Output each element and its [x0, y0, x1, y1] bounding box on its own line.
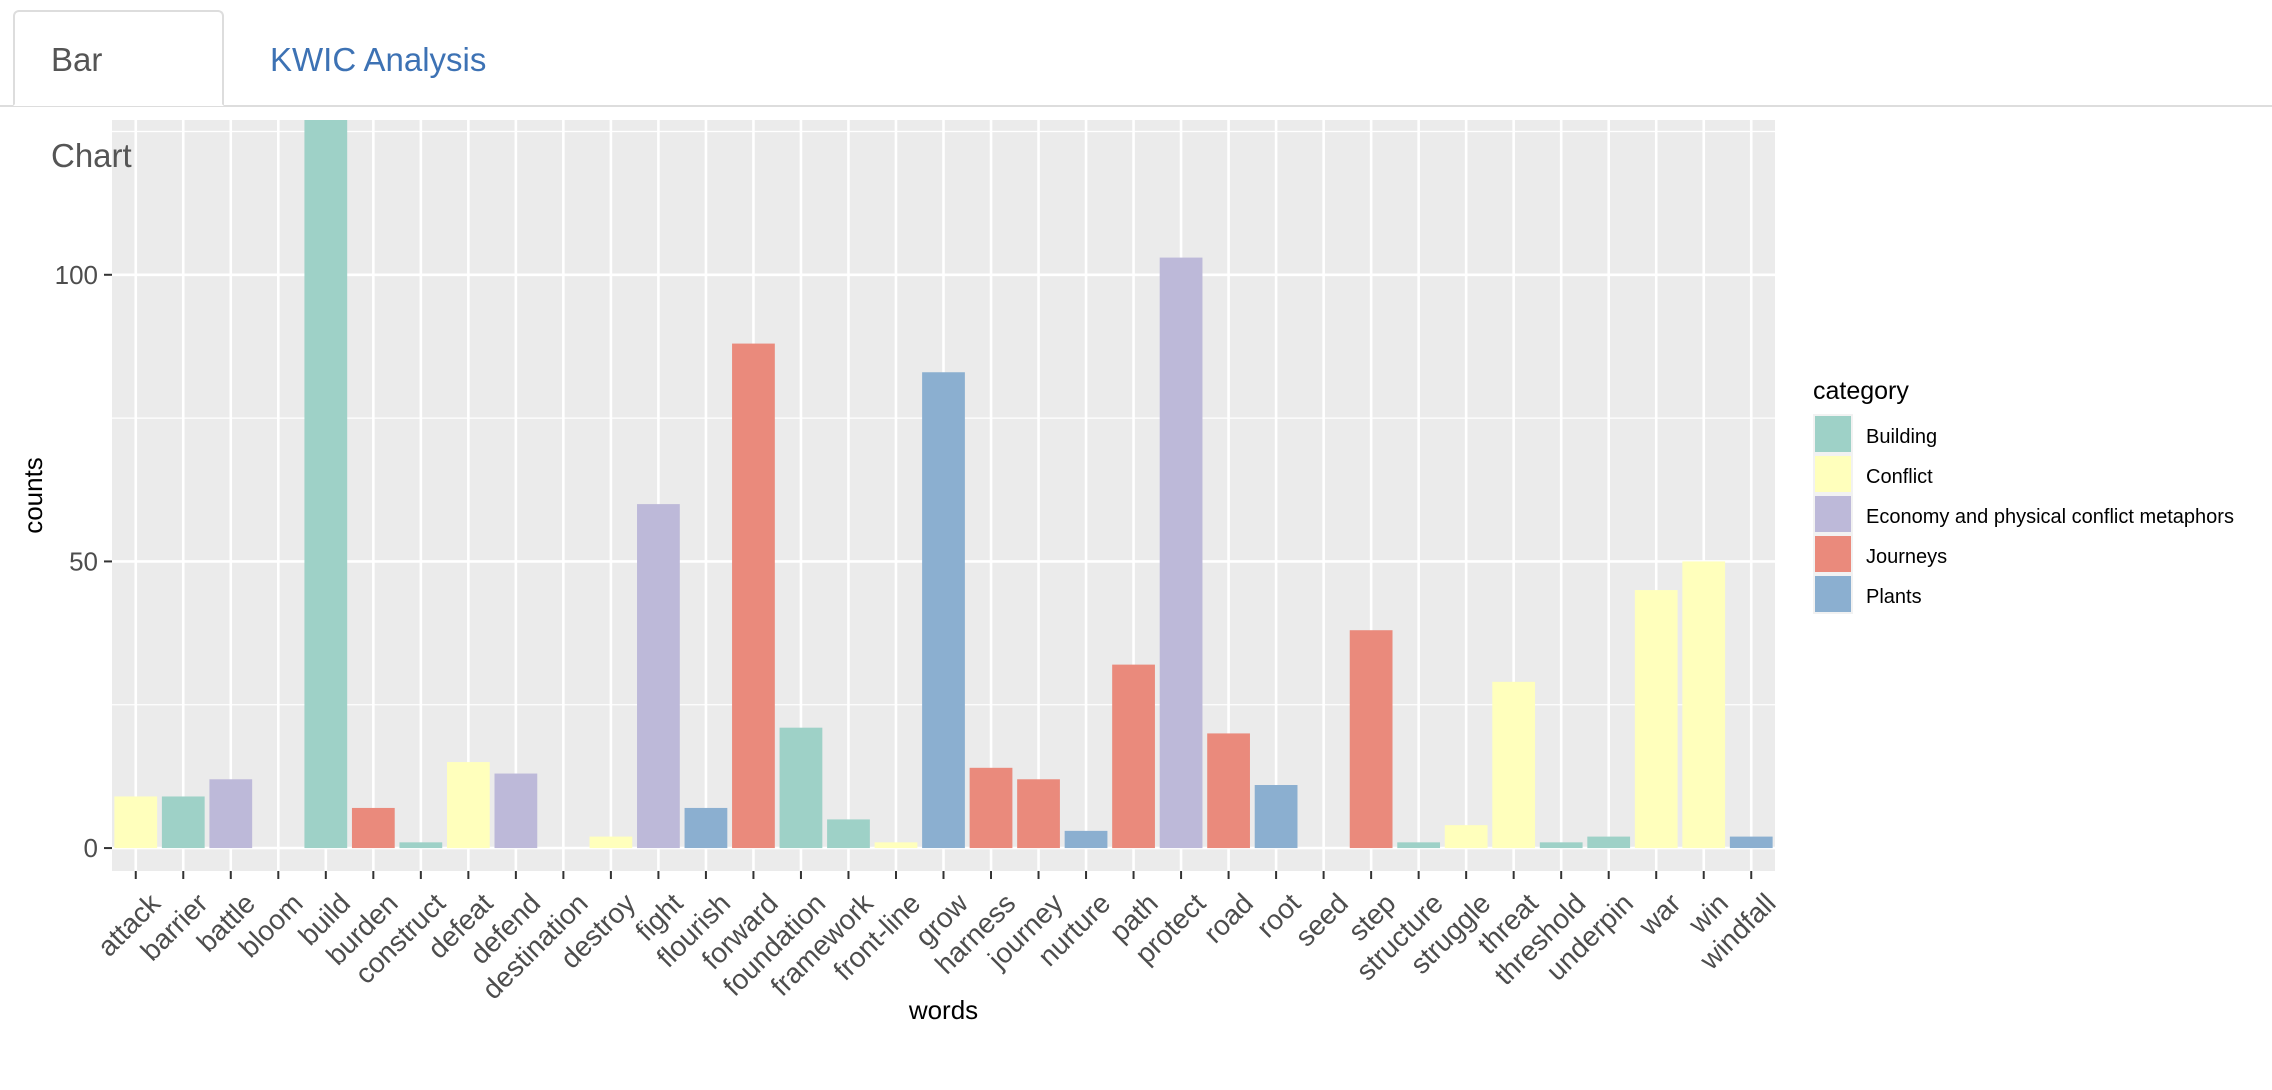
bar-front-line	[874, 842, 918, 849]
bar-foundation	[779, 727, 823, 849]
legend-swatch	[1815, 456, 1851, 492]
bar-protect	[1159, 257, 1203, 849]
legend-title: category	[1813, 377, 1909, 405]
legend-swatch	[1815, 496, 1851, 532]
bar-burden	[351, 807, 395, 849]
y-tick-label: 100	[55, 260, 98, 290]
x-tick-label: road	[1197, 887, 1259, 949]
legend-label: Journeys	[1866, 546, 1947, 568]
bar-struggle	[1444, 825, 1488, 849]
legend-item: Conflict	[1813, 454, 1933, 494]
bar-forward	[732, 343, 775, 849]
bar-destroy	[589, 836, 633, 849]
bar-road	[1207, 733, 1250, 849]
tab-kwic-analysis[interactable]: KWIC Analysis	[270, 41, 487, 78]
bar-defend	[494, 773, 538, 849]
bar-construct	[399, 842, 443, 849]
bar-win	[1682, 561, 1726, 849]
bar-structure	[1397, 842, 1441, 849]
legend-item: Plants	[1813, 574, 1922, 614]
legend-label: Economy and physical conflict metaphors	[1866, 506, 2234, 528]
bar-root	[1254, 785, 1298, 849]
bar-barrier	[161, 796, 205, 849]
legend-item: Economy and physical conflict metaphors	[1813, 494, 2234, 534]
x-axis: attackbarrierbattlebloombuildburdenconst…	[91, 871, 1782, 1005]
bar-build	[304, 120, 348, 849]
legend-label: Building	[1866, 426, 1937, 448]
legend-label: Plants	[1866, 586, 1922, 608]
legend-label: Conflict	[1866, 466, 1933, 488]
legend: category Building Conflict Economy and phy…	[1813, 377, 2234, 614]
y-axis: 0 50 100	[55, 260, 112, 863]
bar-attack	[114, 796, 158, 849]
bar-fight	[637, 504, 680, 849]
bar-step	[1349, 630, 1393, 849]
y-axis-label: counts	[18, 457, 48, 534]
bar-grow	[922, 372, 965, 849]
y-tick-label: 0	[84, 833, 98, 863]
bar-threshold	[1539, 842, 1583, 849]
tab-bar: Bar Chart KWIC Analysis	[0, 0, 2272, 174]
bar-flourish	[684, 807, 728, 849]
tab-bar-chart[interactable]: Bar Chart	[13, 10, 224, 174]
bar-path	[1112, 664, 1155, 849]
bar-harness	[969, 767, 1013, 849]
y-tick-label: 50	[69, 546, 98, 576]
bar-war	[1634, 590, 1678, 849]
bar-nurture	[1064, 830, 1108, 849]
x-axis-label: words	[908, 995, 978, 1025]
x-tick-label: seed	[1289, 887, 1354, 952]
bar-chart: 0 50 100 attackbarrierbattlebloombuildburd…	[18, 120, 2234, 1025]
bar-underpin	[1587, 836, 1631, 849]
bar-defeat	[446, 762, 490, 849]
legend-swatch	[1815, 536, 1851, 572]
bar-threat	[1492, 681, 1536, 849]
x-tick-label: war	[1632, 887, 1687, 942]
legend-swatch	[1815, 416, 1851, 452]
legend-swatch	[1815, 576, 1851, 612]
bar-framework	[827, 819, 870, 849]
bars	[114, 120, 1773, 849]
bar-battle	[209, 779, 253, 849]
legend-item: Journeys	[1813, 534, 1947, 574]
bar-journey	[1017, 779, 1060, 849]
tab-divider	[0, 105, 2272, 107]
legend-item: Building	[1813, 414, 1937, 454]
bar-windfall	[1729, 836, 1773, 849]
